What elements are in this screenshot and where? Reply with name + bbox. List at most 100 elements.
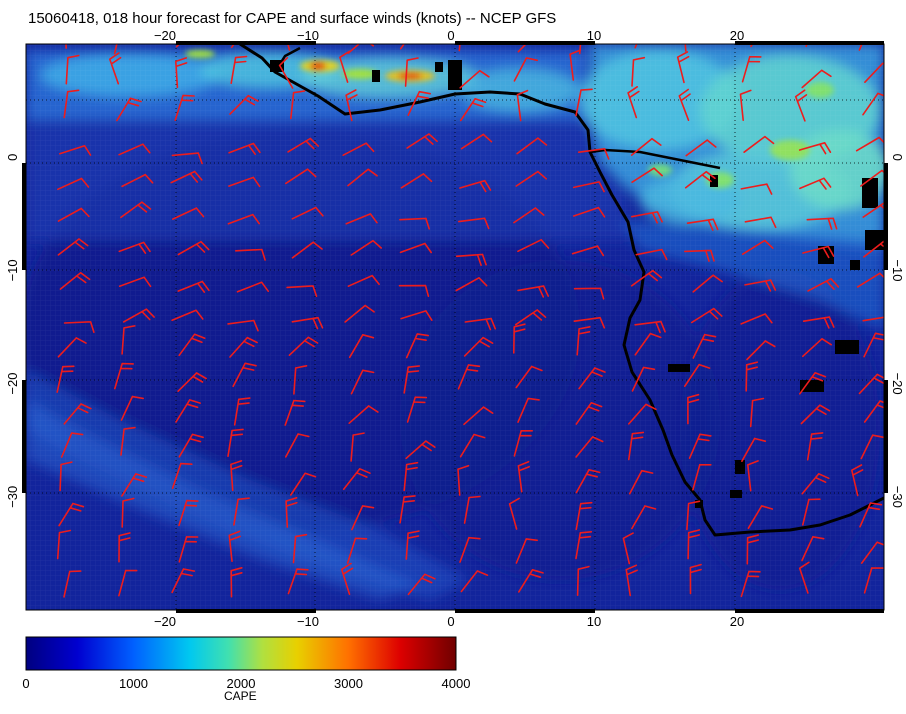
wind-barb (345, 89, 358, 122)
wind-barb (458, 44, 461, 52)
lon-tick-label: 20 (730, 28, 744, 43)
wind-barb (517, 239, 550, 253)
wind-barb (170, 170, 203, 184)
lat-tick-label: −10 (5, 259, 20, 281)
lon-tick-labels-top: −20 −10 0 10 20 (154, 28, 744, 43)
wind-barb (745, 361, 759, 392)
wind-barb (171, 462, 193, 489)
wind-barb (399, 217, 430, 230)
wind-barb (118, 276, 152, 288)
wind-barb (628, 469, 654, 495)
wind-barb (802, 338, 832, 358)
wind-barb (290, 472, 317, 496)
wind-barb (631, 167, 663, 183)
wind-barb (631, 505, 657, 530)
wind-barb (806, 217, 838, 230)
wind-barb (63, 570, 82, 598)
wind-barb (63, 403, 92, 425)
wind-barb (174, 94, 195, 121)
wind-barb (459, 536, 481, 563)
wind-barb (347, 44, 375, 54)
lat-tick-label: −20 (890, 373, 905, 395)
wind-barb (350, 432, 365, 462)
wind-barb (405, 440, 436, 460)
wind-barb (692, 333, 717, 359)
wind-barb (347, 274, 380, 287)
wind-barb (802, 316, 835, 329)
wind-barb (628, 431, 645, 461)
lat-tick-labels-right: 0 −10 −20 −30 (890, 154, 905, 508)
wind-barb (57, 238, 89, 256)
wind-barb (744, 279, 777, 292)
wind-barb (120, 426, 136, 456)
wind-barb (794, 89, 808, 122)
lat-tick-labels-left: 0 −10 −20 −30 (5, 154, 20, 508)
wind-barb (807, 278, 840, 292)
wind-barb (118, 143, 151, 156)
wind-barb (285, 497, 298, 528)
wind-barb (690, 307, 723, 324)
wind-barb (575, 436, 604, 458)
wind-barb (459, 69, 490, 89)
wind-barb (120, 395, 144, 421)
wind-barb (575, 501, 593, 531)
wind-barb (171, 152, 203, 165)
wind-barb (229, 336, 258, 358)
wind-barb (864, 62, 884, 83)
wind-barb (578, 367, 606, 390)
lat-tick-label: −20 (5, 373, 20, 395)
wind-barb (799, 372, 827, 395)
wind-barb (285, 433, 310, 458)
wind-barb (571, 245, 605, 257)
wind-barb (578, 44, 582, 55)
wind-barb (236, 281, 269, 293)
wind-barb (631, 56, 646, 87)
wind-barb (59, 272, 91, 290)
wind-barb (400, 310, 433, 321)
wind-barb (678, 88, 691, 121)
wind-barb (740, 570, 761, 598)
wind-barb (287, 568, 309, 595)
wind-barb (746, 340, 776, 361)
wind-barb (457, 464, 470, 496)
wind-barb (400, 173, 433, 189)
wind-barb (743, 135, 775, 153)
wind-barb (862, 202, 884, 218)
wind-barb (287, 137, 319, 153)
wind-barb (863, 567, 884, 594)
wind-barb (459, 179, 492, 193)
wind-barb (625, 564, 638, 597)
wind-barb (860, 434, 884, 460)
wind-barb (686, 218, 719, 231)
wind-barb (121, 173, 154, 188)
wind-barb (517, 397, 540, 423)
wind-barb (741, 55, 762, 83)
wind-barb (178, 536, 199, 563)
wind-barb (228, 530, 241, 562)
wind-barb (863, 400, 884, 423)
wind-barb (575, 531, 593, 560)
wind-barb (57, 337, 87, 358)
wind-barb (689, 563, 702, 595)
wind-barb (228, 176, 261, 188)
wind-barb (290, 90, 306, 120)
wind-barb (463, 406, 494, 426)
wind-barb (573, 206, 606, 218)
cape-field (26, 44, 884, 610)
wind-barb (346, 537, 368, 564)
wind-barb (113, 44, 118, 55)
wind-barb (121, 497, 135, 528)
wind-barb (860, 541, 884, 564)
wind-barb (463, 495, 481, 524)
wind-barb (628, 403, 657, 425)
wind-barbs (56, 44, 884, 598)
wind-barb (403, 461, 419, 492)
wind-barb (576, 565, 590, 596)
wind-barb (227, 213, 260, 225)
wind-barb (862, 92, 884, 116)
wind-barb (118, 241, 151, 254)
lat-tick-label: 0 (890, 154, 905, 161)
wind-barb (350, 239, 382, 256)
wind-barb (60, 432, 84, 458)
wind-barb (57, 177, 90, 191)
